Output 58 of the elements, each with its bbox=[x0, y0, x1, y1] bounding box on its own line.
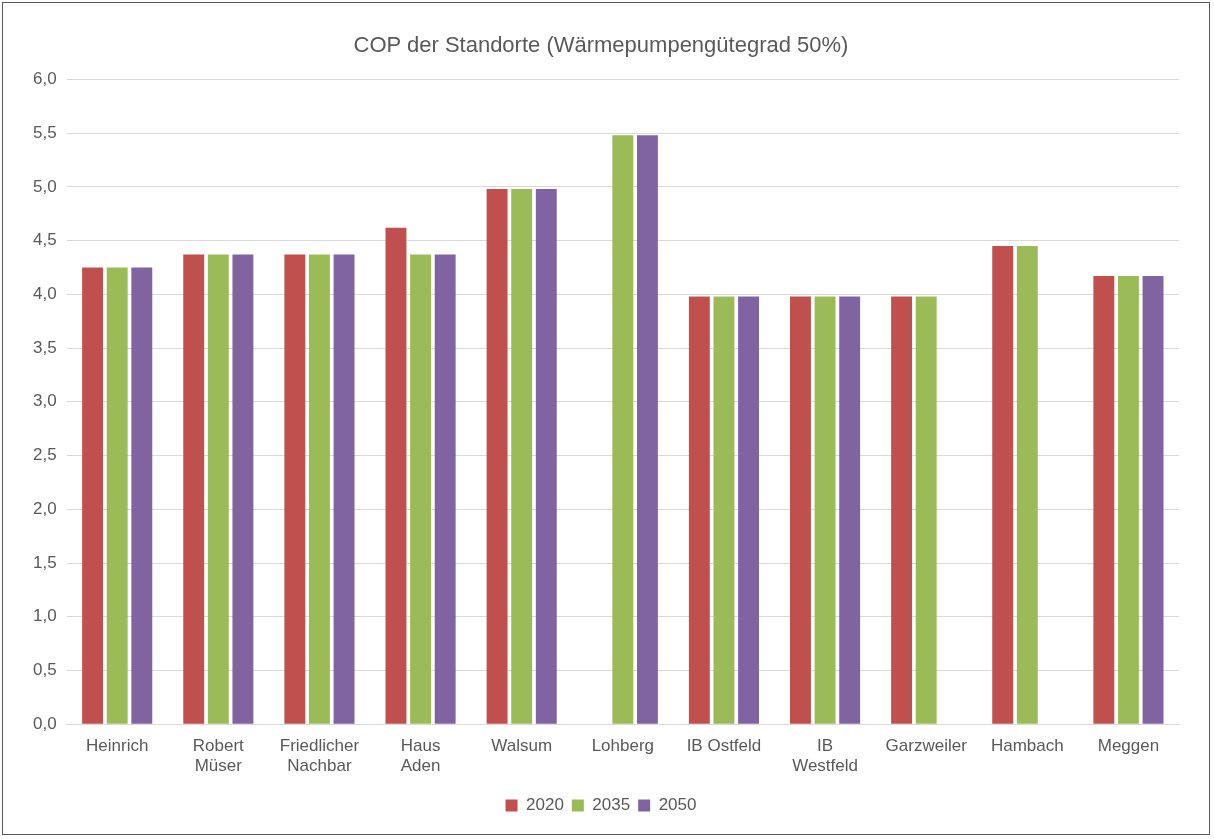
x-tick-label: Walsum bbox=[491, 736, 553, 756]
bar bbox=[385, 227, 407, 724]
x-tick-label: IB Ostfeld bbox=[686, 736, 762, 756]
y-tick-label: 4,0 bbox=[32, 284, 57, 304]
bar bbox=[232, 254, 254, 724]
bar bbox=[410, 254, 432, 724]
bar bbox=[1093, 276, 1115, 724]
x-tick-label: Meggen bbox=[1097, 736, 1160, 756]
bar bbox=[738, 296, 760, 724]
x-tick-label: Robert Müser bbox=[192, 736, 245, 776]
bar bbox=[308, 254, 330, 724]
bar bbox=[183, 254, 205, 724]
bar bbox=[1117, 276, 1139, 724]
y-tick-label: 6,0 bbox=[32, 69, 57, 89]
bar bbox=[1142, 276, 1164, 724]
legend-label: 2035 bbox=[592, 795, 631, 815]
bar bbox=[713, 296, 735, 724]
bar bbox=[915, 296, 937, 724]
y-tick-label: 0,0 bbox=[32, 713, 57, 733]
bar bbox=[106, 267, 128, 724]
bar bbox=[612, 135, 634, 724]
bar bbox=[891, 296, 913, 724]
legend-label: 2020 bbox=[526, 795, 564, 815]
x-tick-label: Heinrich bbox=[86, 736, 149, 756]
y-tick-label: 3,0 bbox=[32, 391, 57, 411]
bar bbox=[992, 245, 1014, 724]
bar bbox=[839, 296, 861, 724]
chart-title: COP der Standorte (Wärmepumpengütegrad 50%) bbox=[353, 32, 849, 58]
y-tick-label: 4,5 bbox=[32, 230, 57, 250]
bar bbox=[535, 189, 557, 724]
legend-label: 2050 bbox=[658, 795, 697, 815]
bar bbox=[284, 254, 306, 724]
x-tick-label: Haus Aden bbox=[400, 736, 441, 776]
bar bbox=[207, 254, 229, 724]
y-tick-label: 5,0 bbox=[32, 176, 57, 196]
bar bbox=[636, 135, 658, 724]
x-tick-label: Lohberg bbox=[591, 736, 655, 756]
y-tick-label: 5,5 bbox=[32, 122, 57, 142]
x-tick-label: Garzweiler bbox=[885, 736, 968, 756]
y-tick-label: 0,5 bbox=[32, 660, 57, 680]
bar bbox=[688, 296, 710, 724]
bar bbox=[486, 189, 508, 724]
bar bbox=[131, 267, 153, 724]
bar bbox=[790, 296, 811, 724]
y-tick-label: 1,5 bbox=[32, 552, 57, 572]
x-tick-label: IB Westfeld bbox=[792, 736, 858, 776]
x-tick-label: Hambach bbox=[990, 736, 1064, 756]
bar bbox=[333, 254, 355, 724]
bar bbox=[814, 296, 836, 724]
y-tick-label: 2,0 bbox=[32, 498, 57, 518]
y-tick-label: 2,5 bbox=[32, 445, 57, 465]
bar bbox=[434, 254, 456, 724]
x-tick-label: Friedlicher Nachbar bbox=[279, 736, 360, 776]
y-tick-label: 1,0 bbox=[32, 606, 57, 626]
y-tick-label: 3,5 bbox=[32, 337, 57, 357]
bar bbox=[82, 267, 104, 724]
bar bbox=[1016, 245, 1038, 724]
bar bbox=[511, 189, 533, 724]
